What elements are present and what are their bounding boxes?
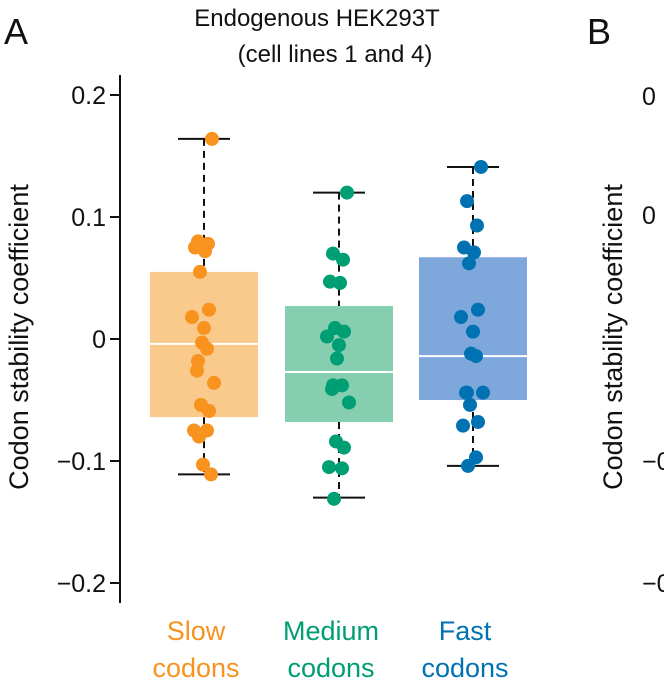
y-tick-label: 0 bbox=[92, 326, 106, 354]
data-point bbox=[207, 375, 221, 390]
data-point bbox=[332, 338, 346, 353]
data-point bbox=[340, 185, 354, 200]
plot-area bbox=[150, 131, 527, 506]
data-point bbox=[337, 440, 351, 455]
data-point bbox=[198, 244, 212, 259]
y-axis-label: Codon stability coefficient bbox=[4, 184, 34, 490]
box-group-medium bbox=[285, 185, 393, 506]
data-point bbox=[202, 302, 216, 317]
data-point bbox=[192, 429, 206, 444]
data-point bbox=[325, 382, 339, 397]
data-point bbox=[461, 458, 475, 473]
data-point bbox=[460, 194, 474, 209]
data-point bbox=[327, 491, 341, 506]
category-label-line1: Medium bbox=[283, 616, 379, 646]
data-point bbox=[459, 385, 473, 400]
data-point bbox=[476, 385, 490, 400]
panel-b-tick-label: 0 bbox=[642, 202, 656, 230]
data-point bbox=[466, 324, 480, 339]
y-tick-label: −0.1 bbox=[57, 448, 106, 476]
chart-title-line2: (cell lines 1 and 4) bbox=[238, 41, 433, 68]
data-point bbox=[204, 467, 218, 482]
category-label-line2: codons bbox=[287, 653, 374, 680]
data-point bbox=[337, 324, 351, 339]
data-point bbox=[474, 159, 488, 174]
data-point bbox=[197, 321, 211, 336]
y-tick-label: 0.2 bbox=[71, 82, 106, 110]
panel-b-tick-label: −0 bbox=[642, 570, 664, 598]
data-point bbox=[320, 329, 334, 344]
data-point bbox=[469, 349, 483, 364]
data-point bbox=[205, 131, 219, 146]
panel-b-letter: B bbox=[587, 11, 611, 52]
panel-b-tick-label: −0 bbox=[642, 448, 664, 476]
data-point bbox=[202, 403, 216, 418]
category-labels: Slow codons Medium codons Fast codons bbox=[152, 616, 508, 680]
data-point bbox=[196, 457, 210, 472]
panel-b-y-axis-label: Codon stability coefficient bbox=[598, 184, 628, 490]
panel-b-tick-label: 0 bbox=[642, 83, 656, 111]
box-group-fast bbox=[419, 159, 527, 473]
data-point bbox=[462, 256, 476, 271]
chart-title-line1: Endogenous HEK293T bbox=[194, 5, 440, 32]
data-point bbox=[322, 460, 336, 475]
category-label-line2: codons bbox=[152, 653, 239, 680]
y-axis-ticks: 0.2 0.1 0 −0.1 −0.2 bbox=[57, 82, 120, 598]
data-point bbox=[471, 302, 485, 317]
y-tick-label: 0.1 bbox=[71, 204, 106, 232]
panel-b-tick-labels: 0 0 −0 −0 bbox=[642, 83, 664, 598]
category-label-line1: Fast bbox=[439, 616, 492, 646]
data-point bbox=[471, 414, 485, 429]
category-label-line1: Slow bbox=[167, 616, 226, 646]
data-point bbox=[463, 397, 477, 412]
data-point bbox=[336, 252, 350, 267]
data-point bbox=[335, 461, 349, 476]
data-point bbox=[342, 395, 356, 410]
data-point bbox=[456, 418, 470, 433]
category-label-line2: codons bbox=[421, 653, 508, 680]
data-point bbox=[454, 310, 468, 325]
panel-a-letter: A bbox=[4, 11, 28, 52]
data-point bbox=[467, 245, 481, 260]
data-point bbox=[193, 264, 207, 279]
data-point bbox=[326, 246, 340, 261]
data-point bbox=[200, 341, 214, 356]
data-point bbox=[330, 351, 344, 366]
box-group-slow bbox=[150, 131, 258, 482]
data-point bbox=[190, 363, 204, 378]
y-tick-label: −0.2 bbox=[57, 570, 106, 598]
data-point bbox=[333, 275, 347, 290]
data-point bbox=[185, 310, 199, 325]
data-point bbox=[470, 218, 484, 233]
